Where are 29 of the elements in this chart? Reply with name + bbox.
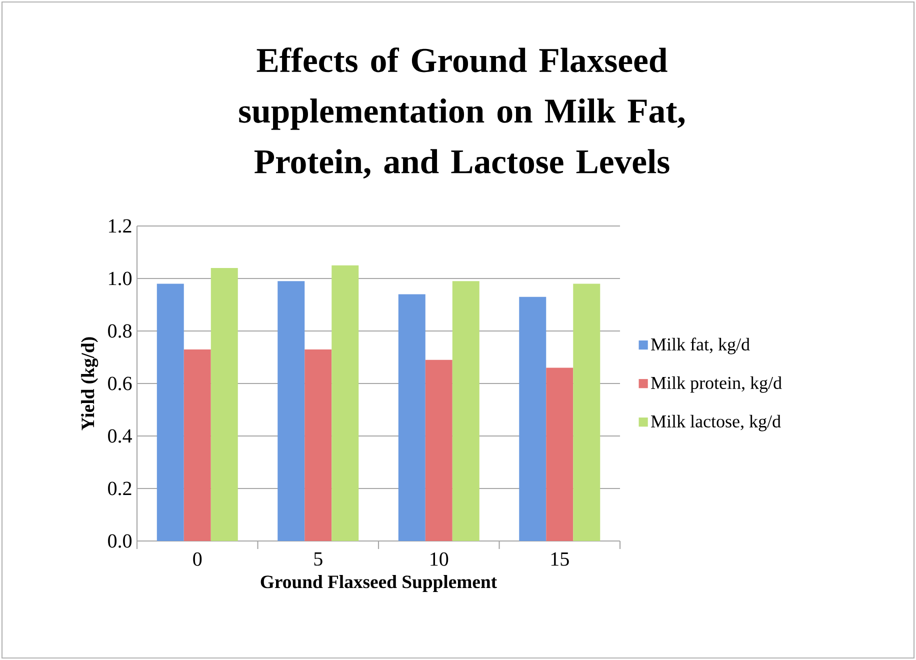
bar [332, 265, 359, 542]
y-tick-label: 0.6 [108, 376, 132, 390]
bar [398, 294, 426, 542]
legend-label: Milk lactose, kg/d [651, 414, 781, 432]
x-axis-title: Ground Flaxseed Supplement [260, 575, 497, 592]
bar [573, 284, 600, 542]
bar [304, 349, 332, 542]
bar [425, 360, 452, 542]
x-tick-label: 15 [551, 552, 569, 566]
y-tick-label: 0.0 [108, 534, 132, 548]
bar [278, 281, 305, 542]
bar [546, 368, 574, 542]
bar [519, 296, 546, 542]
x-tick-label: 5 [314, 552, 322, 566]
legend-label: Milk protein, kg/d [651, 376, 782, 393]
x-tick-label: 10 [430, 552, 448, 566]
y-tick-label: 1.2 [109, 219, 132, 233]
bar [452, 281, 480, 542]
bar [184, 349, 211, 542]
bar [156, 284, 184, 542]
y-tick-label: 0.2 [108, 482, 132, 496]
y-axis-title: Yield (kg/d) [81, 337, 98, 430]
y-tick-label: 1.0 [109, 272, 132, 286]
bar [210, 268, 238, 542]
x-tick-label: 0 [193, 552, 202, 566]
y-tick-label: 0.8 [108, 324, 132, 338]
legend-label: Milk fat, kg/d [651, 338, 750, 354]
y-tick-label: 0.4 [108, 429, 132, 443]
chart-title: Effects of Ground Flaxseed supplementation on Milk Fat, Protein, and Lactose Levels [239, 47, 685, 179]
